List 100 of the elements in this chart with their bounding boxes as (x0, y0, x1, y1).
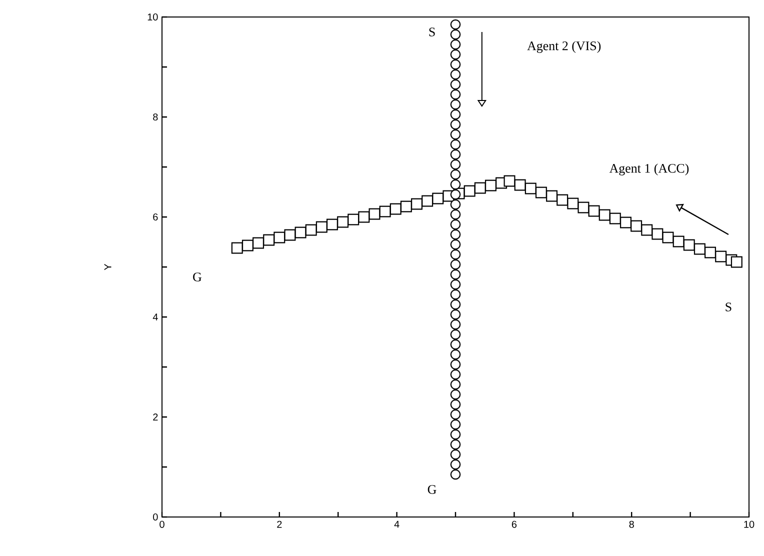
point (450, 309, 461, 320)
point (450, 129, 461, 140)
x-tick-label: 2 (277, 520, 282, 528)
point (450, 119, 461, 130)
y-tick-label: 2 (153, 414, 158, 420)
point (450, 49, 461, 60)
point (450, 269, 461, 280)
point (450, 339, 461, 350)
point (450, 389, 461, 400)
point (450, 29, 461, 40)
point (450, 299, 461, 310)
point (252, 237, 264, 249)
point (305, 224, 317, 236)
point (556, 194, 568, 206)
point (464, 185, 476, 197)
point (368, 208, 380, 220)
point (450, 459, 461, 470)
point (450, 259, 461, 270)
point (609, 212, 621, 224)
point (450, 109, 461, 120)
point (514, 179, 526, 191)
point (450, 179, 461, 190)
point (450, 69, 461, 80)
x-tick-label: 10 (744, 520, 754, 528)
point (284, 229, 296, 241)
point (704, 246, 716, 258)
point (672, 236, 684, 248)
point (450, 379, 461, 390)
point (484, 180, 496, 192)
point (567, 198, 579, 210)
point (662, 232, 674, 244)
point (504, 175, 516, 187)
point (450, 289, 461, 300)
point (450, 349, 461, 360)
point (450, 409, 461, 420)
point (450, 159, 461, 170)
annotation: G (193, 272, 202, 282)
point (450, 169, 461, 180)
point (450, 249, 461, 260)
y-tick-label: 6 (153, 213, 158, 221)
point (450, 399, 461, 410)
point (683, 239, 695, 251)
point (358, 211, 370, 223)
point (715, 250, 727, 262)
point (422, 195, 434, 207)
point (450, 189, 461, 200)
annotation: S (429, 28, 435, 36)
point (620, 216, 632, 228)
annotation: Agent 2 (VIS) (527, 41, 601, 53)
point (598, 209, 610, 221)
point (450, 449, 461, 460)
point (450, 139, 461, 150)
point (337, 216, 349, 228)
point (578, 202, 590, 214)
point (524, 182, 536, 194)
point (316, 221, 328, 233)
y-tick-label: 10 (148, 13, 158, 21)
point (450, 229, 461, 240)
point (294, 226, 306, 238)
x-tick-label: 4 (394, 520, 400, 528)
point (450, 39, 461, 50)
point (231, 242, 243, 254)
point (630, 220, 642, 232)
point (450, 219, 461, 230)
point (450, 59, 461, 70)
point (450, 319, 461, 330)
point (450, 419, 461, 430)
point (411, 198, 423, 210)
point (379, 206, 391, 218)
point (546, 190, 558, 202)
point (450, 199, 461, 210)
y-axis-title: Y (104, 264, 112, 270)
point (326, 218, 338, 230)
point (450, 469, 461, 480)
point (450, 329, 461, 340)
point (450, 209, 461, 220)
point (263, 234, 275, 246)
x-tick-label: 6 (512, 520, 517, 528)
point (730, 256, 742, 268)
x-tick-label: 0 (160, 520, 164, 528)
point (450, 359, 461, 370)
point (641, 224, 653, 236)
point (652, 228, 664, 240)
point (474, 182, 486, 194)
y-tick-label: 0 (153, 513, 158, 521)
point (450, 89, 461, 100)
point (400, 200, 412, 212)
point (450, 369, 461, 380)
point (450, 239, 461, 250)
point (450, 149, 461, 160)
annotation: G (428, 485, 436, 494)
point (450, 439, 461, 450)
point (390, 203, 402, 215)
y-tick-label: 8 (153, 113, 158, 121)
annotation: Agent 1 (ACC) (609, 164, 689, 176)
annotation: S (726, 302, 732, 312)
point (450, 99, 461, 110)
y-tick-label: 4 (152, 314, 158, 320)
point (450, 279, 461, 290)
point (450, 79, 461, 90)
